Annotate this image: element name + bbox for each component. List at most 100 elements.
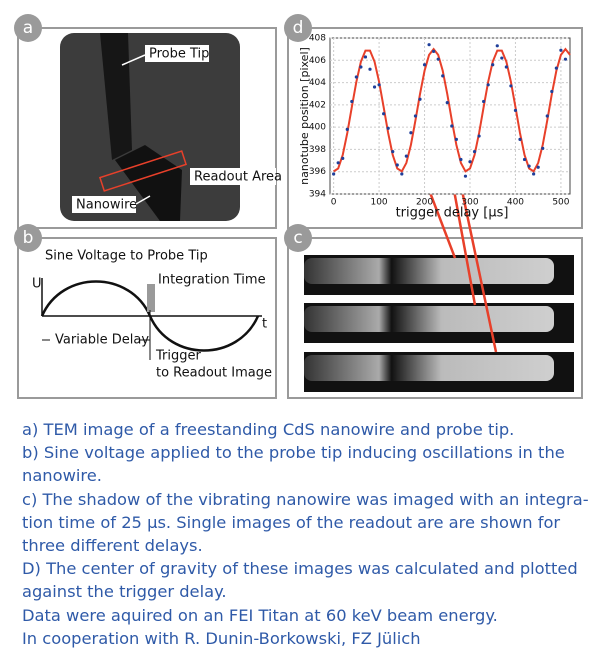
- panel-d-frame: [287, 27, 583, 229]
- readout-shadow: [304, 306, 554, 332]
- data-point: [382, 112, 386, 116]
- caption-line: c) The shadow of the vibrating nanowire …: [22, 489, 589, 509]
- x-tick-label: 200: [416, 198, 433, 208]
- readout-shadow: [304, 258, 554, 284]
- figure: a d b c Probe Tip Readout Area Nanowire …: [14, 14, 583, 399]
- y-tick-label: 396: [309, 167, 326, 177]
- data-point: [354, 75, 358, 79]
- x-tick-label: 500: [552, 198, 569, 208]
- caption-line: Data were aquired on an FEI Titan at 60 …: [22, 605, 498, 625]
- data-point: [504, 65, 508, 69]
- data-point: [427, 43, 431, 47]
- panel-badge: [284, 224, 312, 252]
- panel-letter: d: [293, 18, 304, 38]
- data-point: [422, 63, 427, 67]
- x-tick-label: 300: [461, 198, 478, 208]
- data-point: [527, 164, 531, 168]
- data-point: [350, 99, 354, 104]
- data-point: [359, 65, 363, 69]
- data-point: [377, 83, 381, 87]
- label: Integration Time: [158, 273, 266, 288]
- data-point: [445, 101, 449, 105]
- caption-line: nanowire.: [22, 466, 102, 486]
- pointer: [121, 54, 146, 66]
- data-point: [518, 137, 522, 141]
- data-point: [513, 108, 518, 113]
- data-point: [345, 127, 349, 131]
- data-point: [486, 83, 490, 87]
- data-point: [522, 157, 527, 162]
- panel-letter: c: [293, 228, 302, 248]
- x-axis-title: trigger delay [µs]: [396, 206, 509, 221]
- caption-line: three different delays.: [22, 536, 203, 556]
- y-tick-label: 398: [309, 145, 326, 155]
- plot: trigger delay [µs] nanotube position [pi…: [298, 34, 571, 221]
- data-point: [509, 84, 513, 88]
- data-point: [472, 150, 477, 154]
- data-point: [536, 165, 540, 169]
- label: Probe Tip: [149, 47, 209, 62]
- caption-line: tion time of 25 µs. Single images of the…: [22, 512, 561, 532]
- label-box: [145, 45, 209, 62]
- label-box: [190, 168, 276, 185]
- axis-label: U: [32, 277, 42, 292]
- label: to Readout Image: [156, 366, 272, 381]
- data-point: [450, 124, 454, 128]
- y-tick-label: 394: [309, 190, 326, 200]
- data-point: [386, 126, 390, 130]
- panel-c-frame: [287, 237, 583, 399]
- data-point: [418, 97, 422, 101]
- y-axis-title: nanotube position [pixel]: [298, 47, 311, 185]
- caption-line: b) Sine voltage applied to the probe tip…: [22, 443, 565, 463]
- data-point: [363, 55, 368, 59]
- schematic-title: Sine Voltage to Probe Tip: [45, 249, 208, 264]
- panel-badge: [284, 14, 312, 42]
- data-point: [404, 154, 408, 158]
- data-point: [559, 48, 563, 52]
- data-point: [368, 67, 372, 71]
- caption-line: against the trigger delay.: [22, 582, 227, 602]
- data-point: [563, 57, 568, 61]
- data-point: [491, 63, 495, 67]
- data-point: [409, 131, 413, 135]
- caption-line: a) TEM image of a freestanding CdS nanow…: [22, 420, 515, 439]
- data-point: [541, 146, 545, 150]
- data-point: [554, 66, 558, 70]
- data-point: [432, 49, 436, 53]
- data-point: [332, 172, 336, 176]
- data-point: [532, 172, 536, 176]
- label-box: [50, 331, 140, 348]
- data-point: [441, 74, 445, 78]
- nanowire: [115, 145, 182, 221]
- x-tick-label: 0: [331, 198, 337, 208]
- y-tick-label: 400: [309, 123, 326, 133]
- data-point: [395, 163, 399, 167]
- data-point: [482, 99, 486, 104]
- x-tick-label: 100: [370, 198, 387, 208]
- panel-badge: [14, 224, 42, 252]
- integration-window: [147, 284, 155, 312]
- panel-badge: [14, 14, 42, 42]
- panel-a-frame: [17, 27, 277, 229]
- data-point: [413, 114, 418, 118]
- data-point: [400, 172, 404, 176]
- data-point: [468, 160, 472, 164]
- data-point: [459, 157, 463, 162]
- data-point: [550, 89, 554, 94]
- data-point: [436, 57, 440, 61]
- caption: a) TEM image of a freestanding CdS nanow…: [22, 418, 589, 650]
- data-point: [477, 134, 481, 138]
- panel-letter: b: [23, 228, 34, 248]
- axis-label: t: [262, 317, 267, 332]
- readout-area: [98, 150, 188, 192]
- caption-line: D) The center of gravity of these images…: [22, 559, 578, 579]
- label: Nanowire: [76, 198, 137, 213]
- data-point: [495, 44, 499, 48]
- label: Readout Area: [194, 170, 282, 185]
- y-tick-label: 408: [309, 34, 326, 44]
- data-point: [391, 150, 395, 154]
- label-box: [72, 196, 136, 213]
- data-point: [545, 114, 549, 118]
- panel-b-frame: [17, 237, 277, 399]
- y-tick-label: 404: [309, 78, 326, 88]
